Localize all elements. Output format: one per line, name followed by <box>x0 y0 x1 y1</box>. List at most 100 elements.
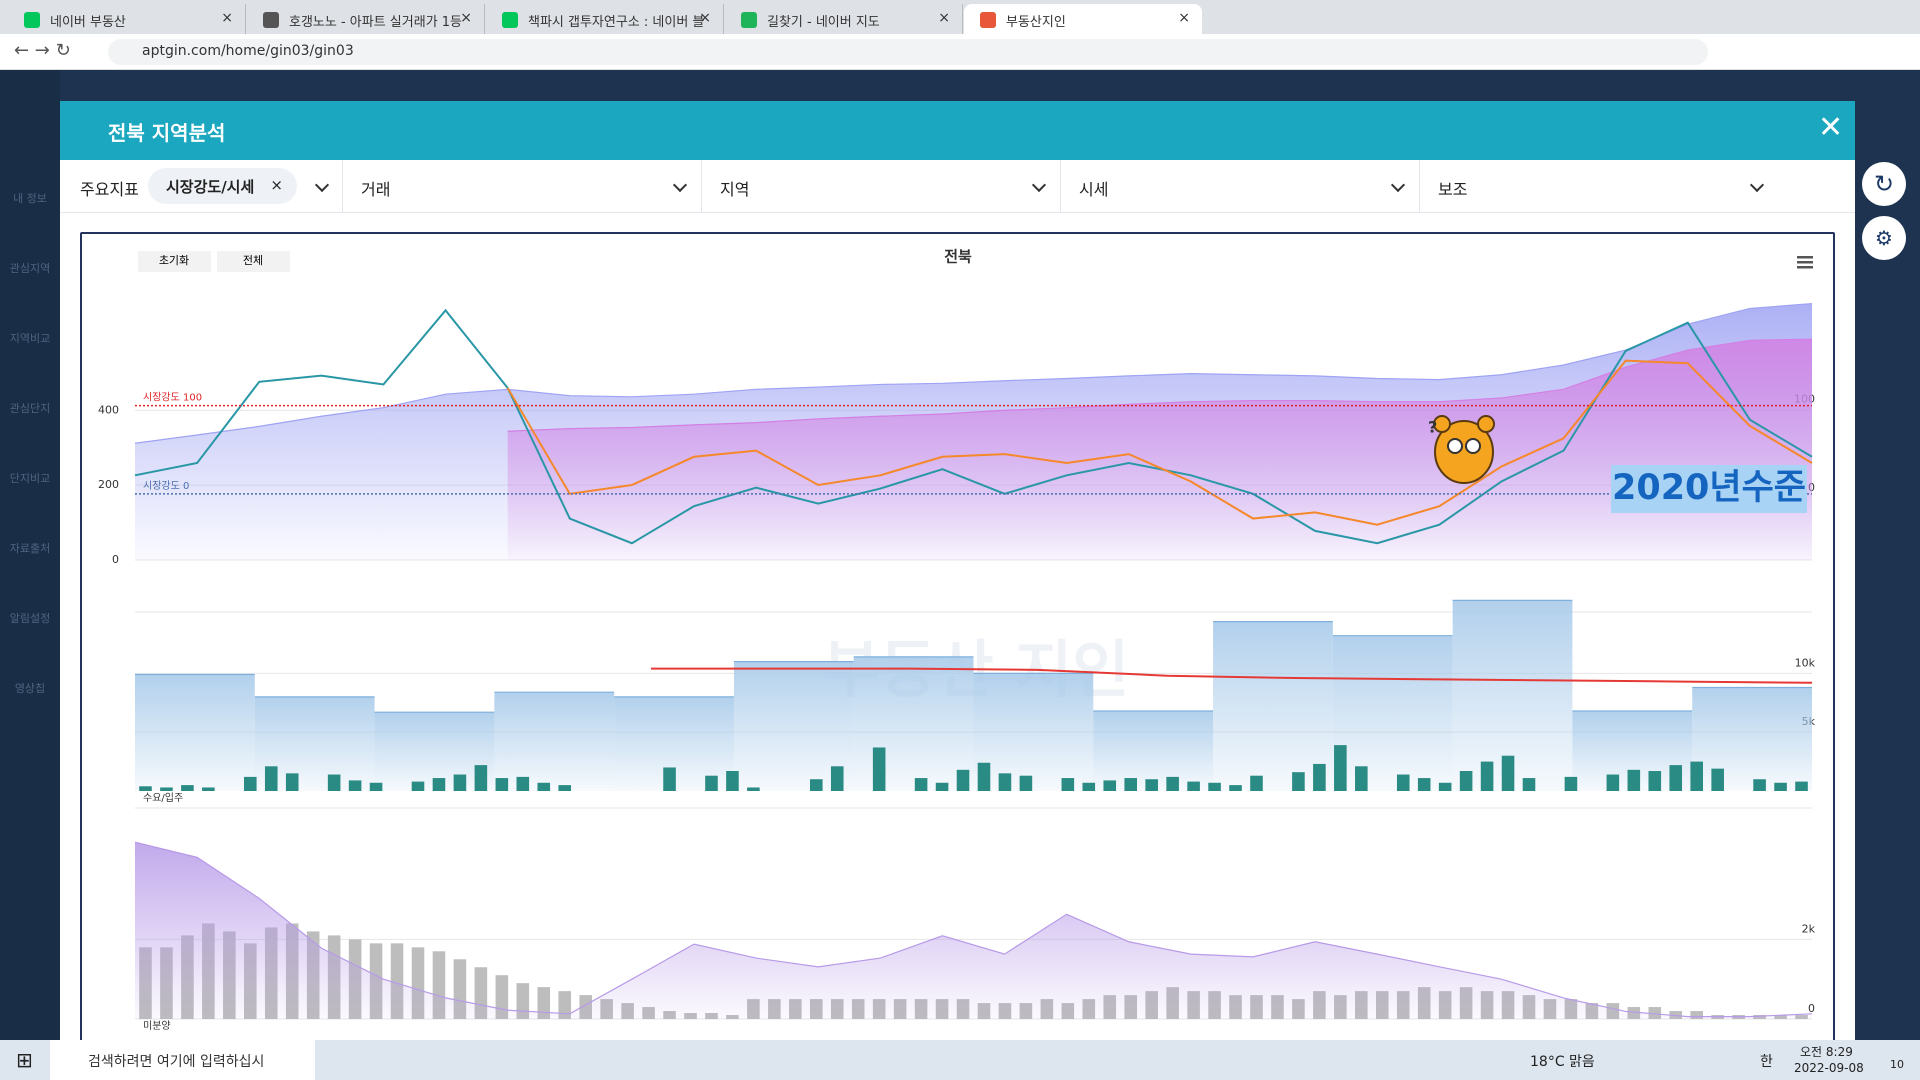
close-button[interactable]: ✕ <box>1818 110 1844 145</box>
area-fill <box>507 339 1813 560</box>
svg-text:?: ? <box>1428 418 1437 437</box>
tab-title: 책파시 갭투자연구소 : 네이버 블 <box>528 15 705 30</box>
button-label: 전체 <box>243 254 263 267</box>
sidebar-item: 알림설정 <box>9 612 51 625</box>
settings-button[interactable]: ⚙ <box>1862 216 1906 260</box>
bar <box>1690 761 1703 791</box>
tab-title: 호갱노노 - 아파트 실거래가 1등 <box>289 15 463 30</box>
bar <box>1648 771 1662 791</box>
area-edge <box>134 303 1813 444</box>
tab-close[interactable]: × <box>460 10 472 26</box>
chip-remove[interactable]: × <box>270 176 283 194</box>
tab[interactable]: 부동산지인 × <box>964 4 1202 34</box>
line <box>134 308 1813 545</box>
tab-close[interactable]: × <box>699 10 711 26</box>
tab[interactable]: 길찾기 - 네이버 지도 × <box>725 4 963 34</box>
bar <box>998 773 1012 791</box>
filter-chip[interactable]: 시장강도/시세 × <box>148 168 297 204</box>
tab-title: 부동산지인 <box>1006 15 1066 30</box>
bar <box>516 776 530 791</box>
bar <box>1229 785 1242 791</box>
sidebar-item: 관심단지 <box>9 402 51 415</box>
modal-header: 전북 지역분석 ✕ <box>60 101 1855 160</box>
dropdown[interactable]: 보조 <box>1419 160 1778 213</box>
bar <box>1669 765 1683 791</box>
weather: 18°C 맑음 <box>1530 1054 1595 1070</box>
bar <box>726 771 739 791</box>
dropdown-label: 거래 <box>361 180 391 199</box>
bar <box>1396 774 1410 791</box>
bar <box>1606 774 1620 791</box>
step-area <box>494 692 615 791</box>
bar <box>474 765 488 791</box>
bar <box>453 774 467 791</box>
filter-label: 주요지표 <box>80 180 139 199</box>
tab-bar: 네이버 부동산 × 호갱노노 - 아파트 실거래가 1등 × 책파시 갭투자연구소 : … <box>0 0 1920 34</box>
tab-close[interactable]: × <box>938 10 950 26</box>
tab[interactable]: 책파시 갭투자연구소 : 네이버 블 × <box>486 4 724 34</box>
step-area <box>973 673 1094 791</box>
bar <box>705 775 718 791</box>
bar <box>977 762 991 791</box>
dropdown-label: 지역 <box>720 180 750 199</box>
tab[interactable]: 호갱노노 - 아파트 실거래가 1등 × <box>247 4 485 34</box>
bar <box>160 787 173 791</box>
bar <box>1124 778 1138 791</box>
dropdown-label: 보조 <box>1438 180 1468 199</box>
bar <box>327 774 341 791</box>
chart-frame <box>80 232 1835 1051</box>
tab[interactable]: 네이버 부동산 × <box>8 4 246 34</box>
search-text: 검색하려면 여기에 입력하십시 <box>88 1054 265 1070</box>
y-tick-label: 400 <box>98 403 119 416</box>
url: aptgin.com/home/gin03/gin03 <box>142 43 354 59</box>
bar <box>244 776 257 791</box>
url-field[interactable]: aptgin.com/home/gin03/gin03 <box>108 39 1708 65</box>
step-area <box>1332 635 1453 791</box>
step-area <box>135 674 255 791</box>
bar <box>264 766 278 791</box>
reference-label: 시장강도 100 <box>143 392 202 404</box>
bar <box>1145 779 1158 791</box>
reference-label: 시장강도 0 <box>143 480 189 492</box>
tab-close[interactable]: × <box>1178 10 1190 26</box>
search-box[interactable]: 검색하려면 여기에 입력하십시 <box>50 1040 315 1080</box>
chart: 부동산 지인 초기화 전체 전북 02004000100시장강도 100시장강도… <box>98 248 1816 1033</box>
line <box>506 359 1813 526</box>
dropdown-label: 시세 <box>1079 180 1109 199</box>
bar <box>1082 782 1096 791</box>
chart-title: 전북 <box>944 248 972 266</box>
bar <box>202 787 215 791</box>
step-area <box>374 712 495 791</box>
annotation-highlight <box>1611 465 1807 513</box>
bar <box>809 779 823 791</box>
button-label: 초기화 <box>159 254 189 267</box>
modal-title: 전북 지역분석 <box>108 121 226 145</box>
clock-time: 오전 8:29 <box>1800 1045 1853 1059</box>
bar <box>558 785 572 791</box>
bar <box>830 766 844 791</box>
all-button[interactable] <box>217 251 290 272</box>
y-tick-label: 0 <box>1808 1002 1815 1015</box>
area-edge <box>134 841 1813 1018</box>
start-button[interactable]: ⊞ <box>16 1048 33 1072</box>
bar <box>914 778 928 791</box>
dropdown[interactable]: 지역 <box>701 160 1060 213</box>
menu-icon[interactable] <box>1797 256 1813 269</box>
bar <box>1019 775 1033 791</box>
tab-icon <box>263 12 279 28</box>
tab-icon <box>502 12 518 28</box>
bar <box>747 787 760 791</box>
bar <box>1292 772 1305 791</box>
clock-date: 2022-09-08 <box>1794 1061 1864 1075</box>
bar <box>1480 761 1494 791</box>
dropdown[interactable]: 시세 <box>1060 160 1419 213</box>
y-tick-label: 200 <box>98 478 119 491</box>
bar <box>558 991 572 1019</box>
nav-buttons[interactable]: ← → ↻ <box>14 40 71 61</box>
dropdown[interactable]: 거래 <box>342 160 701 213</box>
reset-button[interactable] <box>138 251 211 272</box>
tab-close[interactable]: × <box>221 10 233 26</box>
bar <box>1627 769 1641 791</box>
refresh-button[interactable]: ↻ <box>1862 162 1906 206</box>
